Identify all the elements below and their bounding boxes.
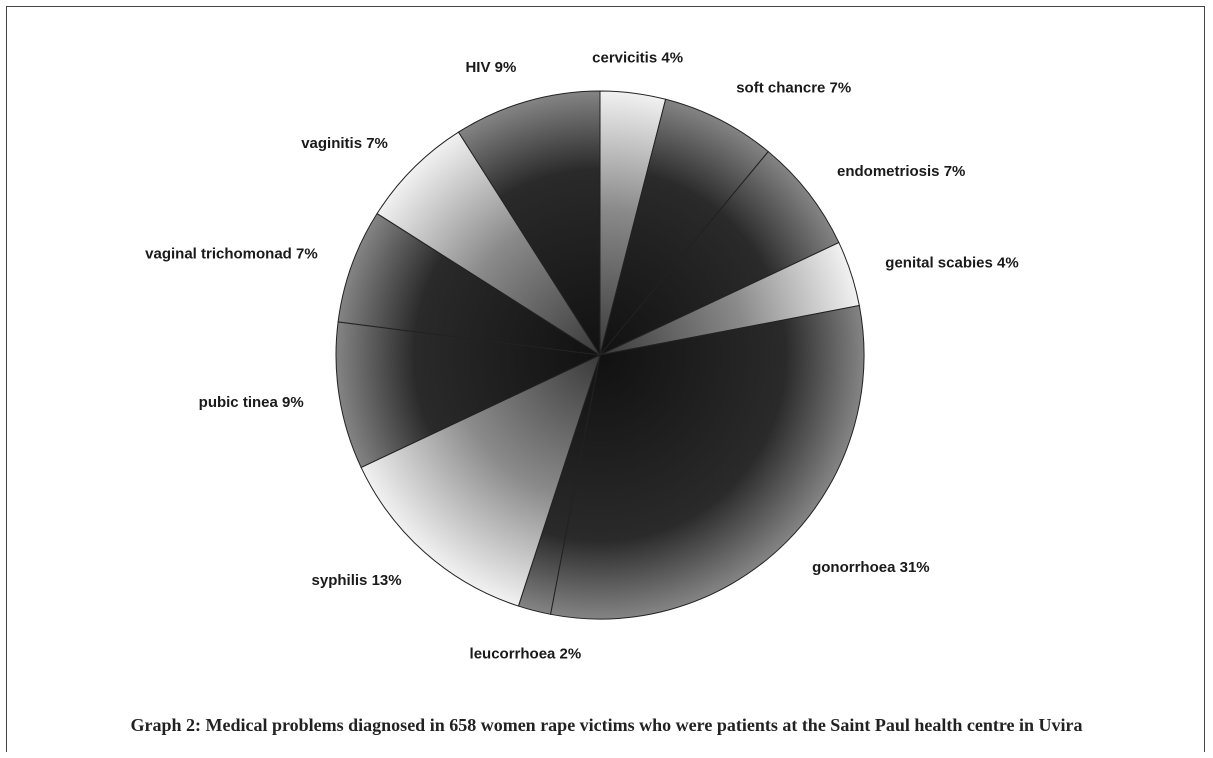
pie-slice-endometriosis — [599, 150, 840, 356]
slice-label-endometriosis: endometriosis 7% — [837, 163, 965, 180]
pie-slice-vaginal-trichomonad — [337, 212, 601, 356]
slice-label-vaginitis: vaginitis 7% — [301, 135, 388, 152]
slice-label-vaginal-trichomonad: vaginal trichomonad 7% — [145, 245, 318, 262]
pie-slice-syphilis — [360, 354, 601, 607]
pie-slice-pubic-tinea — [335, 321, 602, 469]
chart-frame — [6, 6, 1205, 752]
chart-caption: Graph 2: Medical problems diagnosed in 6… — [130, 715, 1083, 735]
slice-label-syphilis: syphilis 13% — [312, 572, 402, 589]
slice-label-soft-chancre: soft chancre 7% — [736, 80, 851, 97]
pie-slice-vaginitis — [376, 131, 601, 356]
pie-slice-gonorrhoea — [549, 304, 865, 620]
slice-label-genital-scabies: genital scabies 4% — [885, 254, 1018, 271]
pie-slice-hiv — [457, 90, 601, 357]
slice-label-leucorrhoea: leucorrhoea 2% — [470, 646, 582, 663]
slice-label-gonorrhoea: gonorrhoea 31% — [812, 559, 930, 576]
slice-label-hiv: HIV 9% — [465, 59, 516, 76]
pie-chart: cervicitis 4% soft chancre 7% endometriosi… — [145, 49, 1019, 663]
slice-label-pubic-tinea: pubic tinea 9% — [199, 394, 304, 411]
slice-label-cervicitis: cervicitis 4% — [592, 49, 683, 66]
pie-slice-soft-chancre — [599, 98, 769, 356]
